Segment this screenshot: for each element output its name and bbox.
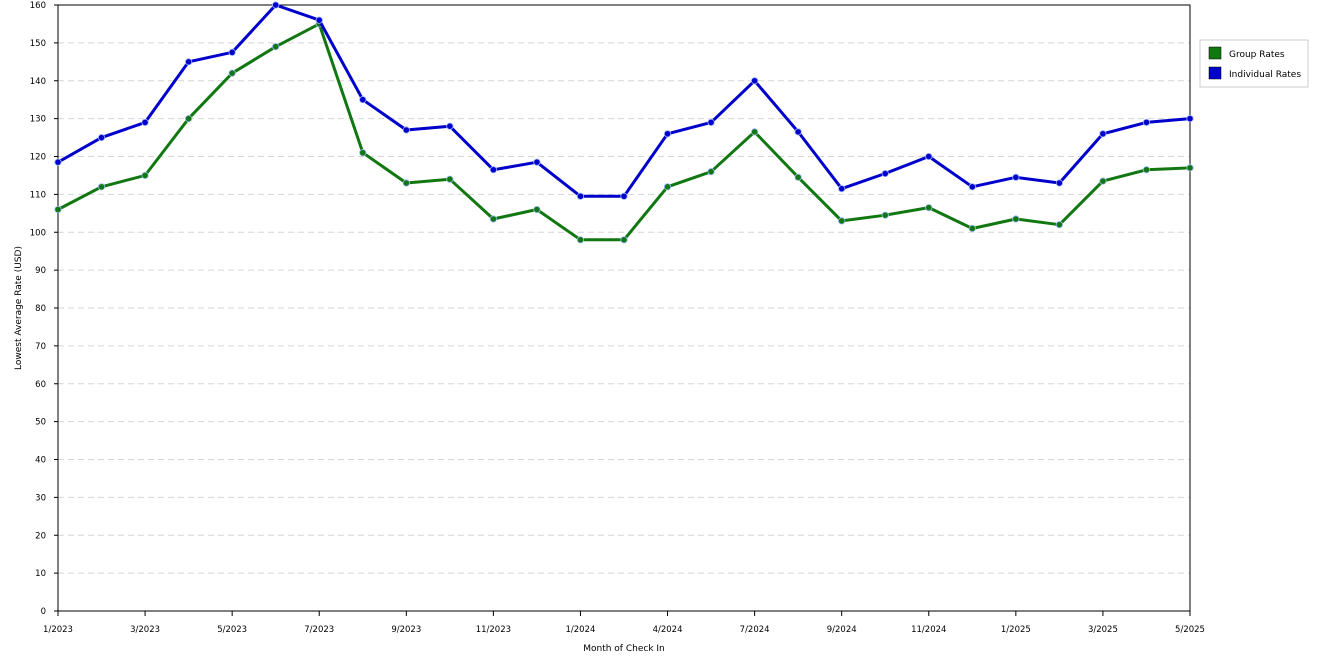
y-tick-label: 110 [30,190,46,200]
data-point-individual-rates [272,1,280,9]
data-point-group-rates [1099,177,1107,185]
y-tick-label: 80 [35,304,46,314]
x-tick-label: 3/2023 [130,625,160,635]
data-point-group-rates [1012,215,1020,223]
y-tick-label: 150 [30,39,46,49]
data-point-individual-rates [315,16,323,24]
x-tick-label: 7/2024 [740,625,770,635]
data-point-individual-rates [620,192,628,200]
data-point-group-rates [663,183,672,191]
data-point-individual-rates [838,185,846,193]
x-tick-label: 11/2023 [476,625,511,635]
data-point-group-rates [838,217,846,225]
data-point-individual-rates [925,152,933,161]
y-tick-label: 60 [35,380,46,390]
legend-label-group-rates: Group Rates [1229,50,1285,60]
data-point-individual-rates [751,77,759,85]
legend: Group Rates Individual Rates [1199,39,1309,88]
data-point-group-rates [881,211,889,219]
data-point-individual-rates [446,122,454,130]
data-point-group-rates [489,215,497,223]
data-point-group-rates [402,179,410,187]
data-point-individual-rates [707,118,715,127]
y-tick-label: 0 [41,607,46,617]
y-tick-label: 20 [35,531,46,541]
x-tick-label: 1/2024 [566,625,596,635]
series [54,1,1194,244]
x-tick-label: 7/2023 [304,625,334,635]
x-tick-label: 1/2025 [1001,625,1031,635]
y-tick-label: 120 [30,153,46,163]
data-point-individual-rates [1055,179,1063,187]
data-point-group-rates [54,205,62,214]
data-point-group-rates [925,204,933,212]
y-axis-ticks: 0 10 20 30 40 50 60 70 80 90 100 110 120 130 140 150 160 [30,1,58,617]
x-tick-label: 11/2024 [911,625,946,635]
data-point-group-rates [446,175,454,183]
y-tick-label: 100 [30,228,46,238]
y-tick-label: 90 [35,266,46,276]
x-tick-label: 5/2023 [217,625,247,635]
y-tick-label: 40 [35,456,46,466]
x-tick-label: 5/2025 [1175,625,1205,635]
data-point-group-rates [794,173,802,181]
data-point-group-rates [97,183,106,191]
data-point-individual-rates [1012,173,1020,181]
legend-label-individual-rates: Individual Rates [1229,70,1301,80]
data-point-individual-rates [359,96,367,104]
data-point-group-rates [228,69,236,77]
y-tick-label: 10 [35,569,46,579]
data-point-group-rates [272,43,280,51]
data-point-individual-rates [1186,115,1194,123]
data-point-group-rates [1142,166,1151,174]
data-point-group-rates [620,236,628,244]
data-point-individual-rates [185,58,193,66]
data-point-group-rates [359,149,367,157]
y-tick-label: 140 [30,77,46,87]
y-tick-label: 160 [30,1,46,11]
data-point-group-rates [141,171,149,180]
data-point-group-rates [576,236,585,244]
data-point-group-rates [1055,221,1063,229]
x-tick-label: 4/2024 [653,625,683,635]
data-point-individual-rates [533,158,541,166]
series-line-individual-rates [57,3,1191,198]
legend-swatch-group-rates [1208,46,1222,60]
data-point-individual-rates [881,169,889,178]
data-point-individual-rates [54,158,62,166]
y-tick-label: 50 [35,418,46,428]
data-point-individual-rates [576,192,585,200]
x-tick-label: 9/2024 [827,625,857,635]
data-point-group-rates [533,205,541,214]
data-point-group-rates [1186,164,1194,172]
x-axis-ticks: 1/2023 3/2023 5/2023 7/2023 9/2023 11/2023 1/2… [43,611,1205,635]
y-axis-title: Lowest Average Rate (USD) [14,246,24,370]
x-tick-label: 9/2023 [391,625,421,635]
x-tick-label: 1/2023 [43,625,73,635]
legend-swatch-individual-rates [1208,66,1222,80]
data-point-individual-rates [968,183,976,191]
data-point-individual-rates [97,133,106,142]
data-point-group-rates [751,128,759,136]
series-line-group-rates [57,22,1191,242]
data-point-individual-rates [663,130,672,138]
data-point-individual-rates [402,126,410,134]
data-point-individual-rates [1142,118,1151,127]
data-point-individual-rates [489,166,497,174]
y-tick-label: 130 [30,115,46,125]
data-point-group-rates [968,224,976,233]
data-point-group-rates [707,168,715,176]
y-tick-label: 30 [35,493,46,503]
x-axis-title: Month of Check In [583,644,665,654]
x-tick-label: 3/2025 [1088,625,1118,635]
data-point-individual-rates [1099,130,1107,138]
data-point-individual-rates [228,48,236,56]
gridlines [58,42,1190,574]
data-point-individual-rates [141,118,149,127]
data-point-individual-rates [794,128,802,136]
data-point-group-rates [185,115,193,123]
y-tick-label: 70 [35,342,46,352]
